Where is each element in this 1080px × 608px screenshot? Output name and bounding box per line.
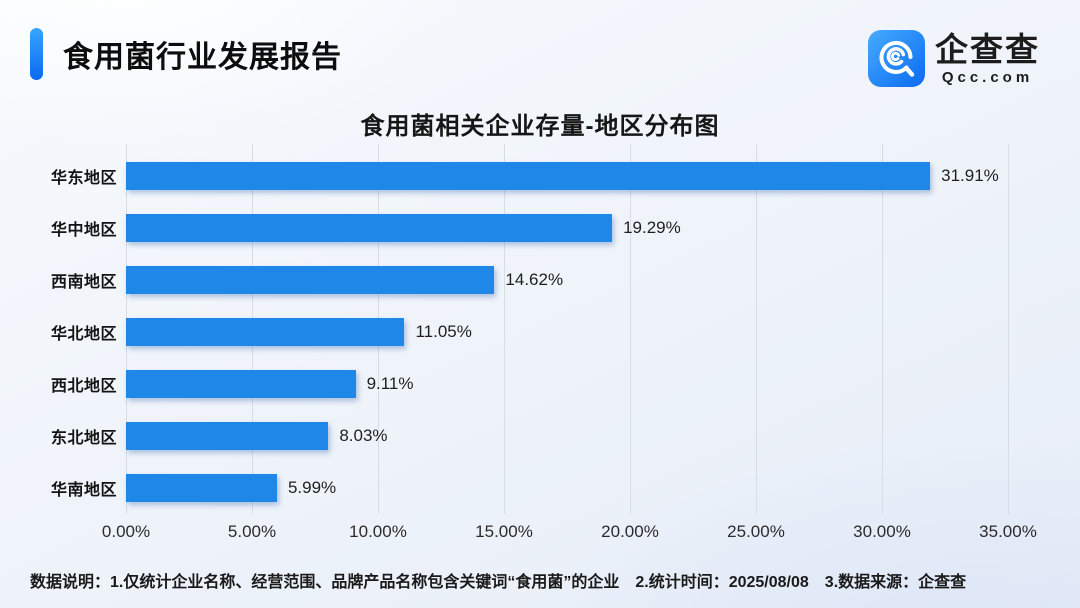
bar-chart-plot-area: 华东地区 31.91% 华中地区 19.29% 西南地区 14.62% 华北地区 11.05%… — [51, 144, 1009, 514]
qcc-logo-domain: Qcc.com — [941, 68, 1034, 86]
bar — [126, 214, 613, 242]
bar — [126, 318, 405, 346]
qcc-logo-icon — [868, 30, 925, 87]
x-axis: 0.00% 5.00% 10.00% 15.00% 20.00% 25.00% 30.00%… — [102, 522, 1037, 544]
footer-note-item: 数据说明：1.仅统计企业名称、经营范围、品牌产品名称包含关键词“食用菌”的企业 — [30, 574, 620, 591]
bar-row: 西南地区 14.62% — [51, 254, 1008, 306]
footer-note-item: 3.数据来源：企查查 — [824, 574, 967, 591]
qcc-logo-text: 企查查 Qcc.com — [935, 33, 1040, 85]
report-title-group: 食用菌行业发展报告 — [30, 28, 342, 80]
title-accent-bar — [30, 28, 43, 80]
category-label: 华中地区 — [50, 222, 117, 239]
footer-note-item: 2.统计时间：2025/08/08 — [635, 574, 809, 591]
bar-row: 西北地区 9.11% — [51, 358, 1008, 410]
bar-value-label: 8.03% — [339, 426, 388, 445]
category-label: 华北地区 — [50, 326, 117, 343]
bar-row: 华中地区 19.29% — [51, 202, 1008, 254]
bar-value-label: 5.99% — [287, 478, 337, 497]
category-label: 东北地区 — [50, 430, 117, 447]
x-tick-label: 10.00% — [349, 522, 407, 541]
bar — [126, 266, 495, 294]
bar-row: 华北地区 11.05% — [51, 306, 1008, 358]
bar — [126, 474, 277, 502]
gridline — [882, 144, 883, 514]
x-tick-label: 15.00% — [475, 522, 533, 541]
chart-title: 食用菌相关企业存量-地区分布图 — [360, 113, 720, 140]
bar-row: 东北地区 8.03% — [51, 410, 1008, 462]
bar-value-label: 14.62% — [505, 270, 564, 289]
bar-value-label: 11.05% — [415, 322, 472, 341]
bar-rows: 华东地区 31.91% 华中地区 19.29% 西南地区 14.62% 华北地区 11.05%… — [51, 150, 1008, 514]
bar-value-label: 31.91% — [941, 166, 999, 185]
x-tick-label: 25.00% — [727, 522, 785, 541]
qcc-logo-name: 企查查 — [935, 30, 1040, 68]
header: 食用菌行业发展报告 企查查 Qc — [30, 28, 1040, 87]
bar — [126, 422, 329, 450]
category-label: 西南地区 — [50, 274, 117, 291]
category-label: 华东地区 — [50, 170, 117, 187]
x-tick-label: 0.00% — [101, 522, 151, 541]
qcc-logo: 企查查 Qcc.com — [868, 30, 1040, 87]
bar — [126, 370, 356, 398]
x-tick-label: 20.00% — [601, 522, 659, 541]
x-tick-label: 35.00% — [979, 522, 1037, 541]
bar-row: 华东地区 31.91% — [51, 150, 1008, 202]
bar-row: 华南地区 5.99% — [51, 462, 1008, 514]
category-label: 华南地区 — [50, 482, 117, 499]
gridline — [756, 144, 757, 514]
gridline — [630, 144, 631, 514]
bar — [126, 162, 931, 190]
bar-value-label: 9.11% — [366, 374, 414, 393]
x-tick-label: 30.00% — [853, 522, 911, 541]
gridline — [504, 144, 505, 514]
category-label: 西北地区 — [50, 378, 117, 395]
gridline — [1008, 144, 1009, 514]
x-tick-label: 5.00% — [227, 522, 277, 541]
footer-note: 数据说明：1.仅统计企业名称、经营范围、品牌产品名称包含关键词“食用菌”的企业 2… — [30, 568, 966, 592]
bar-value-label: 19.29% — [623, 218, 681, 237]
report-title: 食用菌行业发展报告 — [63, 41, 342, 74]
